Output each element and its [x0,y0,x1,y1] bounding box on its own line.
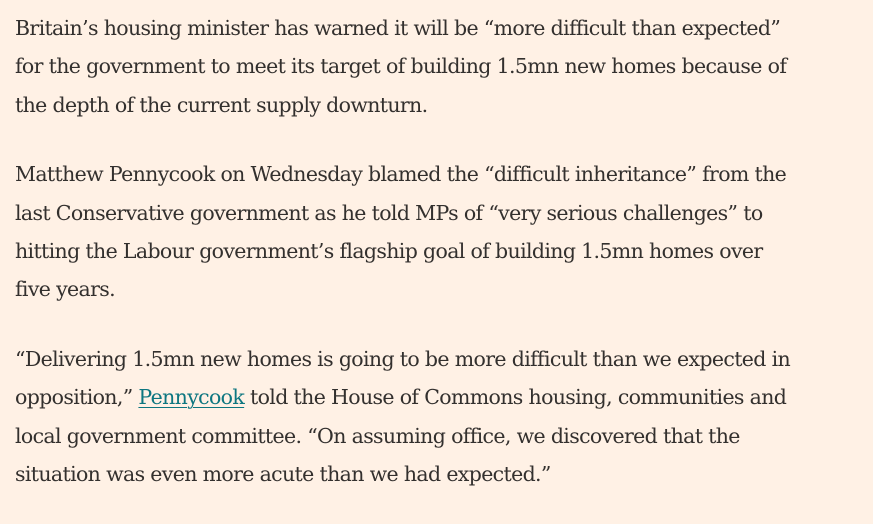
paragraph-2-line-4: five years. [15,277,116,302]
paragraph-1-line-2: for the government to meet its target of… [15,54,787,79]
paragraph-3-line-4: situation was even more acute than we ha… [15,462,551,487]
paragraph-3-text-after-link: told the House of Commons housing, commu… [244,385,787,410]
paragraph-3-line-3: local government committee. “On assuming… [15,423,740,448]
paragraph-1: Britain’s housing minister has warned it… [15,9,865,124]
paragraph-2-line-1: Matthew Pennycook on Wednesday blamed th… [15,162,787,187]
paragraph-1-line-3: the depth of the current supply downturn… [15,92,428,117]
paragraph-3-line-1: “Delivering 1.5mn new homes is going to … [15,346,791,371]
paragraph-3: “Delivering 1.5mn new homes is going to … [15,340,865,494]
paragraph-2-line-3: hitting the Labour government’s flagship… [15,239,763,264]
paragraph-3-text-before-link: opposition,” [15,385,139,410]
paragraph-2: Matthew Pennycook on Wednesday blamed th… [15,155,865,309]
paragraph-2-line-2: last Conservative government as he told … [15,200,763,225]
pennycook-link[interactable]: Pennycook [138,385,245,410]
article-body: Britain’s housing minister has warned it… [15,9,865,524]
paragraph-1-line-1: Britain’s housing minister has warned it… [15,16,781,40]
paragraph-3-line-2: opposition,” Pennycook told the House of… [15,378,865,416]
